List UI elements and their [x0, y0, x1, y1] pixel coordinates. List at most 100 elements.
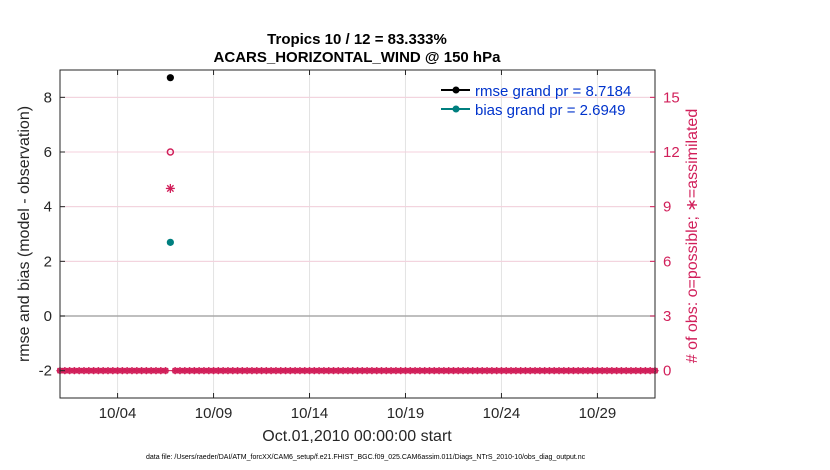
zero-obs-assimilated-point	[200, 367, 208, 375]
zero-obs-assimilated-point-stroke	[474, 367, 481, 374]
zero-obs-assimilated-point-stroke	[440, 367, 447, 374]
zero-obs-assimilated-point	[238, 367, 246, 375]
zero-obs-assimilated-point-stroke	[172, 367, 179, 374]
zero-obs-assimilated-point-stroke	[378, 367, 385, 374]
zero-obs-assimilated-point-stroke	[460, 367, 467, 374]
zero-obs-assimilated-point-stroke	[556, 367, 563, 374]
zero-obs-assimilated-point-stroke	[445, 367, 452, 374]
zero-obs-assimilated-point-stroke	[277, 367, 284, 374]
zero-obs-assimilated-point-stroke	[392, 367, 399, 374]
zero-obs-assimilated-point-stroke	[450, 367, 457, 374]
zero-obs-assimilated-point-stroke	[253, 367, 260, 374]
zero-obs-assimilated-point-stroke	[368, 367, 375, 374]
zero-obs-assimilated-point	[608, 367, 616, 375]
x-tick-label: 10/29	[579, 405, 617, 422]
zero-obs-assimilated-point	[401, 367, 410, 375]
obs-assimilated-point-stroke	[166, 184, 175, 193]
zero-obs-assimilated-point-stroke	[114, 367, 121, 374]
zero-obs-assimilated-point-stroke	[594, 367, 601, 374]
zero-obs-assimilated-point-stroke	[76, 367, 83, 374]
zero-obs-assimilated-point-stroke	[95, 367, 102, 374]
zero-obs-assimilated-point-stroke	[152, 367, 159, 374]
y-left-tick-label: 2	[44, 253, 52, 270]
zero-obs-assimilated-point-stroke	[498, 367, 505, 374]
zero-obs-assimilated-point-stroke	[469, 367, 476, 374]
zero-obs-assimilated-point-stroke	[133, 367, 140, 374]
zero-obs-assimilated-point-stroke	[536, 367, 543, 374]
zero-obs-assimilated-point	[176, 367, 184, 375]
zero-obs-assimilated-point	[449, 367, 458, 375]
zero-obs-assimilated-point-stroke	[517, 367, 524, 374]
zero-obs-assimilated-point-stroke	[479, 367, 486, 374]
zero-obs-assimilated-point-stroke	[522, 367, 529, 374]
zero-obs-assimilated-point	[411, 367, 419, 375]
zero-obs-assimilated-point	[589, 367, 597, 375]
y-right-axis-label: # of obs: o=possible; ∗=assimilated	[684, 109, 701, 363]
zero-obs-assimilated-point-stroke	[589, 367, 596, 374]
zero-obs-assimilated-point-stroke	[503, 367, 510, 374]
zero-obs-assimilated-point-stroke	[464, 367, 471, 374]
zero-obs-assimilated-point-stroke	[124, 367, 131, 374]
chart-subtitle: ACARS_HORIZONTAL_WIND @ 150 hPa	[214, 49, 502, 66]
zero-obs-assimilated-point-stroke	[599, 367, 606, 374]
zero-obs-assimilated-point-stroke	[119, 367, 126, 374]
zero-obs-assimilated-point-stroke	[642, 367, 649, 374]
zero-obs-assimilated-point-stroke	[493, 367, 500, 374]
y-left-tick-label: 6	[44, 144, 52, 161]
zero-obs-assimilated-point	[190, 367, 198, 375]
zero-obs-assimilated-point	[617, 367, 626, 375]
y-left-tick-label: -2	[39, 363, 52, 380]
zero-obs-assimilated-point-stroke	[623, 367, 630, 374]
zero-obs-assimilated-point	[435, 367, 443, 375]
zero-obs-assimilated-point	[531, 367, 539, 375]
zero-obs-assimilated-point-stroke	[258, 367, 265, 374]
zero-obs-assimilated-point	[161, 367, 170, 375]
y-left-tick-label: 4	[44, 199, 52, 216]
x-tick-label: 10/19	[387, 405, 425, 422]
zero-obs-assimilated-point-stroke	[570, 367, 577, 374]
zero-obs-assimilated-point	[152, 367, 160, 375]
zero-obs-assimilated-point-stroke	[311, 367, 318, 374]
y-right-tick-label: 3	[663, 308, 671, 325]
bias-point	[166, 238, 174, 246]
zero-obs-assimilated-point-stroke	[224, 367, 231, 374]
zero-obs-assimilated-point	[545, 367, 554, 375]
y-right-tick-label: 12	[663, 144, 680, 161]
y-left-axis-label: rmse and bias (model - observation)	[16, 106, 33, 362]
zero-obs-assimilated-point-stroke	[128, 367, 135, 374]
zero-obs-assimilated-point-stroke	[335, 367, 342, 374]
zero-obs-assimilated-point-stroke	[234, 367, 241, 374]
zero-obs-assimilated-point-stroke	[176, 367, 183, 374]
zero-obs-assimilated-point-stroke	[354, 367, 361, 374]
y-right-tick-label: 0	[663, 363, 671, 380]
zero-obs-assimilated-point-stroke	[292, 367, 299, 374]
zero-obs-assimilated-point-stroke	[421, 367, 428, 374]
zero-obs-assimilated-point-stroke	[244, 367, 251, 374]
data-marks	[165, 74, 175, 246]
zero-obs-assimilated-point-stroke	[263, 367, 270, 374]
x-tick-label: 10/24	[483, 405, 521, 422]
zero-obs-assimilated-point-stroke	[109, 367, 116, 374]
zero-obs-assimilated-point-stroke	[373, 367, 380, 374]
zero-obs-assimilated-point-stroke	[71, 367, 78, 374]
zero-obs-assimilated-point	[493, 367, 501, 375]
zero-obs-assimilated-point-stroke	[527, 367, 534, 374]
zero-obs-assimilated-point-stroke	[402, 367, 409, 374]
zero-obs-assimilated-point-stroke	[296, 367, 303, 374]
zero-obs-assimilated-point-stroke	[508, 367, 515, 374]
zero-obs-assimilated-point	[344, 367, 352, 375]
x-axis-ticks: 10/04 10/09 10/14 10/19 10/24 10/29	[99, 70, 616, 422]
zero-obs-row	[56, 367, 659, 375]
zero-obs-assimilated-point-stroke	[239, 367, 246, 374]
zero-obs-assimilated-point-stroke	[248, 367, 255, 374]
zero-obs-assimilated-point	[627, 367, 635, 375]
zero-obs-assimilated-point-stroke	[359, 367, 366, 374]
obs-assimilated-point	[165, 183, 175, 193]
zero-obs-assimilated-point	[75, 367, 83, 375]
plot-area	[60, 70, 655, 398]
zero-obs-assimilated-point-stroke	[349, 367, 356, 374]
zero-obs-assimilated-point-stroke	[546, 367, 553, 374]
zero-obs-assimilated-point-stroke	[580, 367, 587, 374]
data-file-footer: data file: /Users/raeder/DAI/ATM_forcXX/…	[146, 454, 586, 461]
zero-obs-assimilated-point	[291, 367, 299, 375]
